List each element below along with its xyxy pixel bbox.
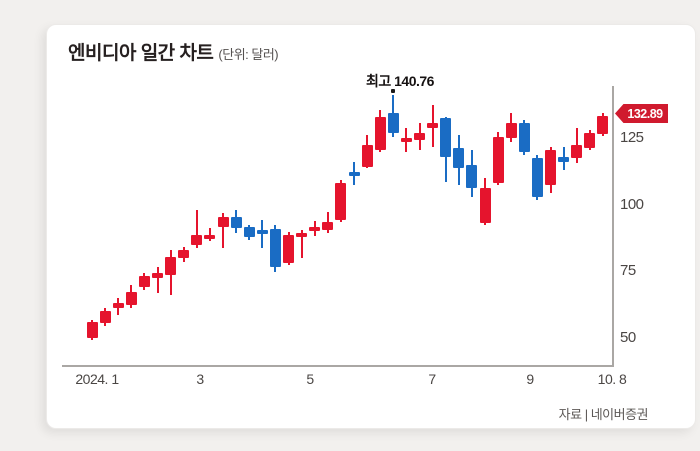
candle-body: [335, 182, 347, 220]
current-price-value: 132.89: [627, 106, 663, 121]
candle-body: [414, 132, 425, 140]
candle-body: [230, 216, 242, 228]
candle-body: [518, 122, 530, 152]
candle-body: [440, 118, 452, 157]
candle-wick: [222, 212, 224, 248]
x-tick-label: 5: [306, 371, 314, 387]
candle-body: [545, 150, 556, 185]
x-axis-line: [62, 365, 614, 367]
candle-body: [374, 116, 386, 151]
chart-header: 엔비디아 일간 차트 (단위: 달러): [68, 38, 279, 65]
y-axis-line: [612, 86, 614, 367]
candle-body: [322, 222, 334, 231]
x-tick-label: 10. 8: [597, 371, 627, 387]
x-tick-label: 9: [526, 371, 534, 387]
y-tick-label: 50: [620, 329, 636, 346]
candle-body: [269, 228, 281, 267]
y-tick-label: 75: [620, 262, 636, 280]
candle-body: [125, 291, 137, 305]
candle-body: [191, 234, 203, 245]
source-credit: 자료 | 네이버증권: [558, 407, 649, 422]
page-title: 엔비디아 일간 차트: [68, 43, 214, 64]
candle-body: [453, 147, 465, 168]
candle-body: [427, 122, 439, 128]
unit-label: (단위: 달러): [218, 47, 279, 62]
candle-body: [243, 226, 255, 237]
candle-body: [558, 156, 570, 163]
candle-wick: [156, 266, 159, 293]
candle-body: [165, 256, 177, 275]
current-price-tag: 132.89: [615, 104, 668, 123]
candle-body: [204, 234, 216, 239]
candle-body: [361, 144, 373, 167]
candle-body: [112, 302, 124, 308]
candle-body: [387, 112, 399, 133]
candle-body: [571, 144, 583, 159]
candle-wick: [195, 210, 198, 248]
candle-body: [309, 226, 321, 231]
candle-body: [256, 230, 268, 235]
x-tick-label: 3: [196, 371, 204, 387]
candle-body: [348, 171, 360, 176]
candle-body: [178, 250, 190, 259]
candle-body: [531, 158, 543, 197]
peak-annotation: 최고 140.76: [366, 73, 434, 89]
candle-body: [138, 275, 150, 287]
candle-body: [283, 234, 294, 263]
chart-card: [46, 24, 696, 429]
candle-body: [99, 310, 111, 323]
candle-body: [597, 115, 609, 135]
candle-body: [217, 216, 229, 227]
y-tick-label: 100: [620, 195, 644, 213]
candle-body: [466, 164, 478, 188]
x-tick-label: 7: [428, 371, 436, 387]
candle-body: [86, 322, 98, 339]
candle-wick: [300, 230, 303, 259]
candle-body: [492, 136, 504, 183]
candle-body: [505, 122, 517, 139]
peak-marker-dot: [391, 88, 396, 93]
y-tick-label: 125: [620, 128, 644, 146]
candle-body: [400, 138, 412, 143]
x-tick-label: 2024. 1: [75, 371, 119, 387]
candle-body: [479, 187, 491, 223]
candle-body: [152, 272, 163, 279]
candle-wick: [208, 227, 211, 241]
candle-body: [296, 232, 308, 237]
candle-body: [584, 132, 596, 148]
